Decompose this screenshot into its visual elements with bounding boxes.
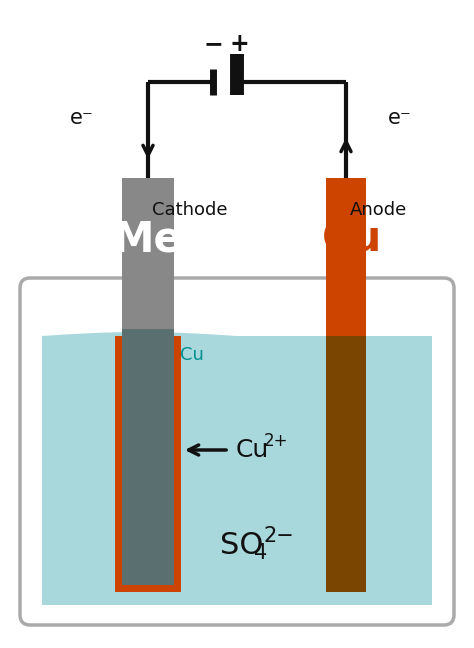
Text: −: − — [203, 32, 223, 56]
Text: Cu: Cu — [180, 346, 204, 364]
Text: Anode: Anode — [350, 201, 407, 219]
Text: Cu: Cu — [236, 438, 269, 462]
Text: 2−: 2− — [264, 526, 295, 546]
Bar — [122, 336, 174, 585]
Text: SO: SO — [220, 531, 264, 559]
Bar — [326, 178, 366, 336]
FancyBboxPatch shape — [20, 278, 454, 625]
Polygon shape — [42, 332, 432, 605]
Bar — [42, 336, 432, 605]
Text: 4: 4 — [254, 543, 267, 563]
Bar — [122, 178, 174, 336]
Bar — [115, 336, 181, 592]
Bar — [326, 336, 366, 592]
Text: Cathode: Cathode — [152, 201, 228, 219]
Text: +: + — [229, 32, 249, 56]
Bar — [122, 329, 174, 336]
Text: Me: Me — [112, 219, 182, 261]
Text: 2+: 2+ — [264, 432, 289, 450]
Text: e⁻: e⁻ — [70, 108, 94, 128]
Text: e⁻: e⁻ — [388, 108, 412, 128]
Text: Cu: Cu — [322, 219, 382, 261]
